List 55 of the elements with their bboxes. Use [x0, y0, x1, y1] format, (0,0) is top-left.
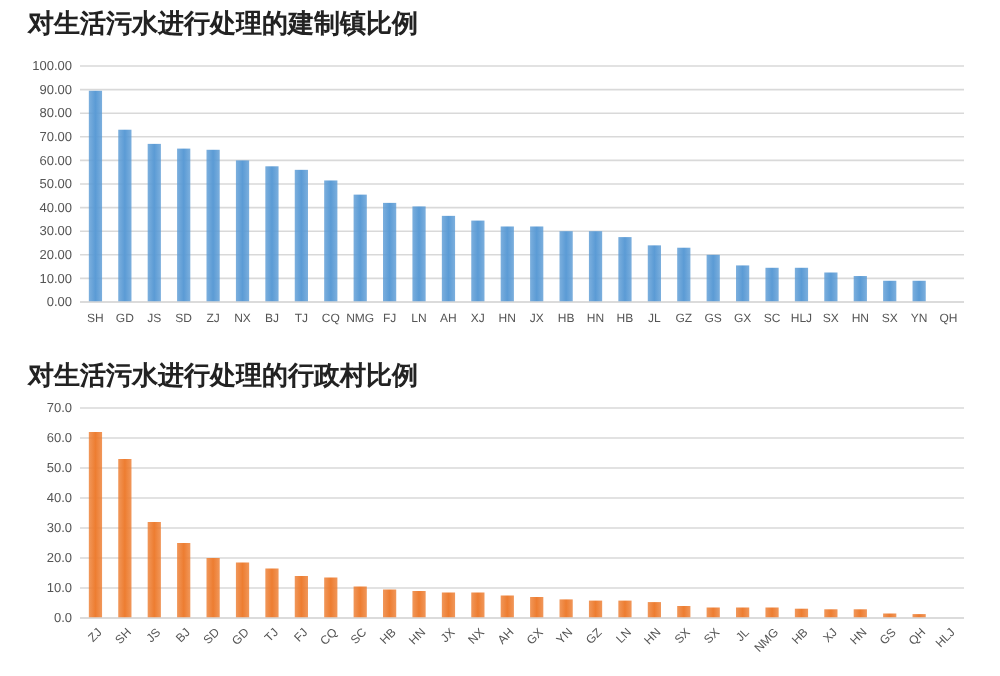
bar [206, 149, 220, 302]
bar [618, 237, 632, 302]
bar [912, 280, 926, 302]
bar [824, 272, 838, 302]
bar [588, 600, 603, 618]
bar [853, 609, 867, 618]
bar [706, 254, 720, 302]
bar [177, 543, 191, 618]
bar [853, 276, 867, 302]
bar [412, 206, 426, 302]
bar [235, 160, 250, 302]
bar [294, 576, 308, 618]
bar [235, 562, 250, 618]
bar [383, 202, 397, 302]
bar [588, 231, 603, 302]
bar [147, 522, 161, 618]
bar [471, 220, 485, 302]
bar [412, 591, 426, 618]
bar [294, 169, 308, 302]
bar [324, 180, 338, 302]
bar [883, 280, 897, 302]
bar [265, 568, 279, 618]
bar [647, 602, 661, 618]
chart-title: 对生活污水进行处理的行政村比例 [26, 360, 418, 390]
bar [500, 595, 514, 618]
bar [677, 247, 691, 302]
bar [500, 226, 514, 302]
bar [383, 589, 397, 618]
bar [353, 586, 367, 618]
bar [794, 267, 809, 302]
bar [647, 245, 661, 302]
bar [618, 600, 632, 618]
bar [353, 194, 367, 302]
bar [677, 606, 691, 618]
bar [559, 599, 573, 618]
bar [824, 609, 838, 618]
bar [441, 215, 456, 302]
bar [530, 226, 544, 302]
bar [471, 592, 485, 618]
bar [88, 90, 103, 302]
bar [736, 265, 750, 302]
bar [441, 592, 456, 618]
bar [118, 129, 132, 302]
bar [265, 166, 279, 302]
bar [177, 148, 191, 302]
bar [206, 558, 220, 618]
bar [324, 577, 338, 618]
bar [559, 231, 573, 302]
bar [118, 459, 132, 618]
chart-title: 对生活污水进行处理的建制镇比例 [26, 8, 418, 38]
bar [765, 607, 779, 618]
bar [147, 143, 161, 302]
bar [88, 432, 103, 618]
bar [530, 597, 544, 618]
bar [765, 267, 779, 302]
